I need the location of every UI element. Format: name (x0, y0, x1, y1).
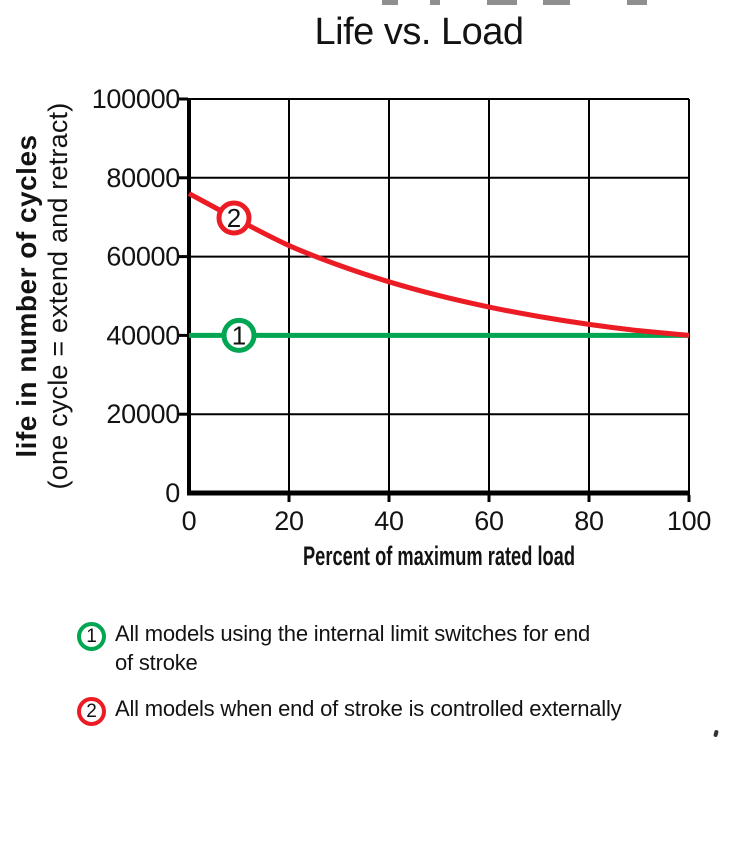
series-1-callout-label: 1 (232, 320, 246, 350)
series-2-callout-circle (216, 200, 252, 236)
y-tick-label: 0 (165, 478, 180, 508)
y-tick-label: 100000 (92, 85, 180, 114)
y-tick-label: 80000 (106, 163, 180, 193)
cropped-text-fragment (487, 0, 517, 5)
x-tick-label: 0 (182, 506, 197, 536)
legend-item-1: 1 All models using the internal limit sw… (77, 619, 717, 677)
legend-text-2: All models when end of stroke is control… (115, 696, 622, 721)
legend-marker-1-circle: 1 (77, 622, 106, 651)
cropped-text-fragment (430, 0, 440, 5)
y-axis-title-line1: life in number of cycles (10, 134, 42, 458)
x-tick-label: 20 (274, 506, 303, 536)
series-1-callout-circle (221, 317, 257, 353)
x-tick-label: 80 (574, 506, 603, 536)
legend-marker-2-circle: 2 (77, 697, 106, 726)
legend: 1 All models using the internal limit sw… (77, 619, 717, 743)
stray-mark (713, 729, 719, 738)
legend-item-2: 2 All models when end of stroke is contr… (77, 694, 717, 726)
chart-title: Life vs. Load (314, 11, 524, 53)
x-tick-label: 40 (374, 506, 403, 536)
legend-text-1: All models using the internal limit swit… (115, 621, 591, 675)
x-axis-title: Percent of maximum rated load (303, 541, 575, 571)
y-axis-title-line2: (one cycle = extend and retract) (42, 102, 73, 490)
y-tick-label: 40000 (106, 320, 180, 350)
cropped-text-fragment (627, 0, 647, 5)
y-tick-label: 60000 (106, 242, 180, 272)
y-tick-label: 20000 (106, 399, 180, 429)
x-tick-label: 60 (474, 506, 503, 536)
series-2-callout-label: 2 (227, 203, 241, 233)
y-axis-title: life in number of cycles (one cycle = ex… (7, 86, 77, 506)
series-2-curve (187, 191, 690, 338)
x-tick-label: 100 (667, 506, 711, 536)
cropped-text-fragment (543, 0, 570, 5)
chart-svg: 0 20000 40000 60000 80000 100000 0 20 40 60 80 100 P… (92, 85, 712, 571)
cropped-text-fragment (382, 0, 398, 5)
